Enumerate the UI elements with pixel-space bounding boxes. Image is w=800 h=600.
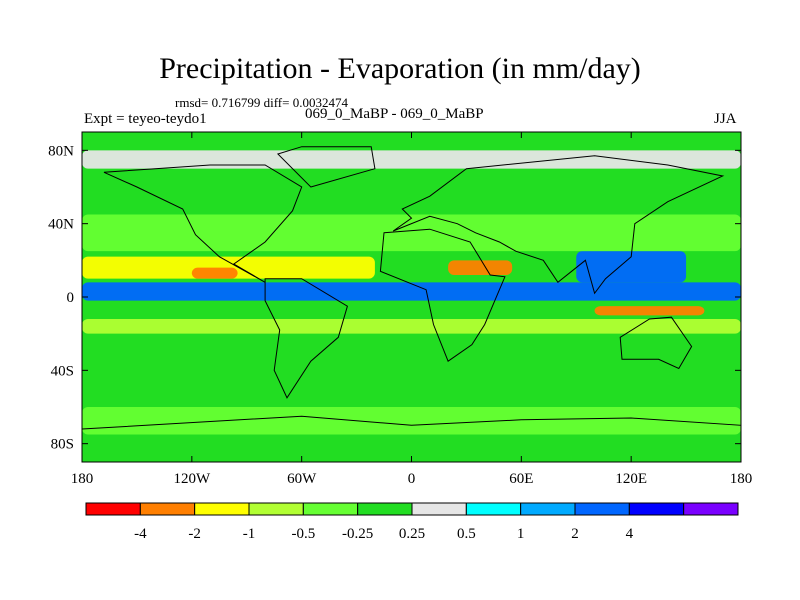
case-label: 069_0_MaBP - 069_0_MaBP [305, 106, 484, 122]
continent-outline-0 [103, 164, 303, 283]
x-tick-label: 120E [615, 471, 647, 487]
continent-outline-4 [619, 316, 693, 370]
chart-title: Precipitation - Evaporation (in mm/day) [159, 52, 641, 85]
colorbar-swatch [411, 502, 467, 516]
colorbar-swatch [574, 502, 630, 516]
field-band-0 [82, 282, 741, 301]
field-band-9 [82, 214, 741, 252]
y-tick-label: 80N [48, 143, 74, 159]
colorbar-swatch [683, 502, 739, 516]
field-band-8 [448, 260, 513, 275]
colorbar-swatch [357, 502, 413, 516]
colorbar-label: 0.25 [399, 526, 425, 542]
colorbar-label: 2 [571, 526, 579, 542]
y-tick-label: 0 [67, 290, 75, 306]
field-band-7 [576, 251, 687, 283]
colorbar-label: -0.25 [342, 526, 373, 542]
colorbar-label: -4 [134, 526, 147, 542]
colorbar-swatch [302, 502, 359, 516]
continent-outline-1 [264, 278, 348, 399]
y-tick-label: 40S [51, 363, 74, 379]
colorbar-swatch [194, 502, 250, 516]
field-band-3 [82, 150, 741, 169]
colorbar-label: 4 [626, 526, 634, 542]
continent-outline-2 [379, 228, 506, 362]
x-tick-label: 0 [408, 471, 416, 487]
y-tick-label: 80S [51, 437, 74, 453]
colorbar-swatch [465, 502, 522, 516]
colorbar-label: 1 [517, 526, 525, 542]
field-band-1 [82, 319, 741, 334]
x-tick-label: 60E [509, 471, 533, 487]
x-tick-label: 60W [287, 471, 317, 487]
field-band-6 [594, 306, 705, 316]
continent-outline-5 [276, 146, 376, 188]
experiment-label: Expt = teyeo-teydo1 [84, 111, 207, 127]
plot-area [82, 132, 741, 462]
season-label: JJA [714, 111, 737, 127]
axis-ticks: 180 120W 60W 0 60E 120E 180 80N 40N 0 40S 80S [48, 132, 752, 487]
colorbar: -4 -2 -1 -0.5 -0.25 0.25 0.5 1 2 4 [85, 502, 739, 542]
continent-outline-3 [392, 155, 725, 295]
colorbar-swatch [139, 502, 196, 516]
colorbar-swatch [85, 502, 141, 516]
y-tick-label: 40N [48, 217, 74, 233]
x-tick-label: 180 [71, 471, 94, 487]
colorbar-label: -1 [243, 526, 256, 542]
x-tick-label: 180 [730, 471, 753, 487]
colorbar-label: 0.5 [457, 526, 476, 542]
field-band-5 [191, 267, 238, 279]
colorbar-label: -0.5 [291, 526, 315, 542]
stats-line: rmsd= 0.716799 diff= 0.0032474 [175, 95, 348, 110]
colorbar-swatch [520, 502, 576, 516]
field-band-2 [82, 407, 741, 435]
colorbar-swatch [628, 502, 685, 516]
colorbar-swatch [248, 502, 304, 516]
colorbar-label: -2 [188, 526, 201, 542]
x-tick-label: 120W [173, 471, 211, 487]
